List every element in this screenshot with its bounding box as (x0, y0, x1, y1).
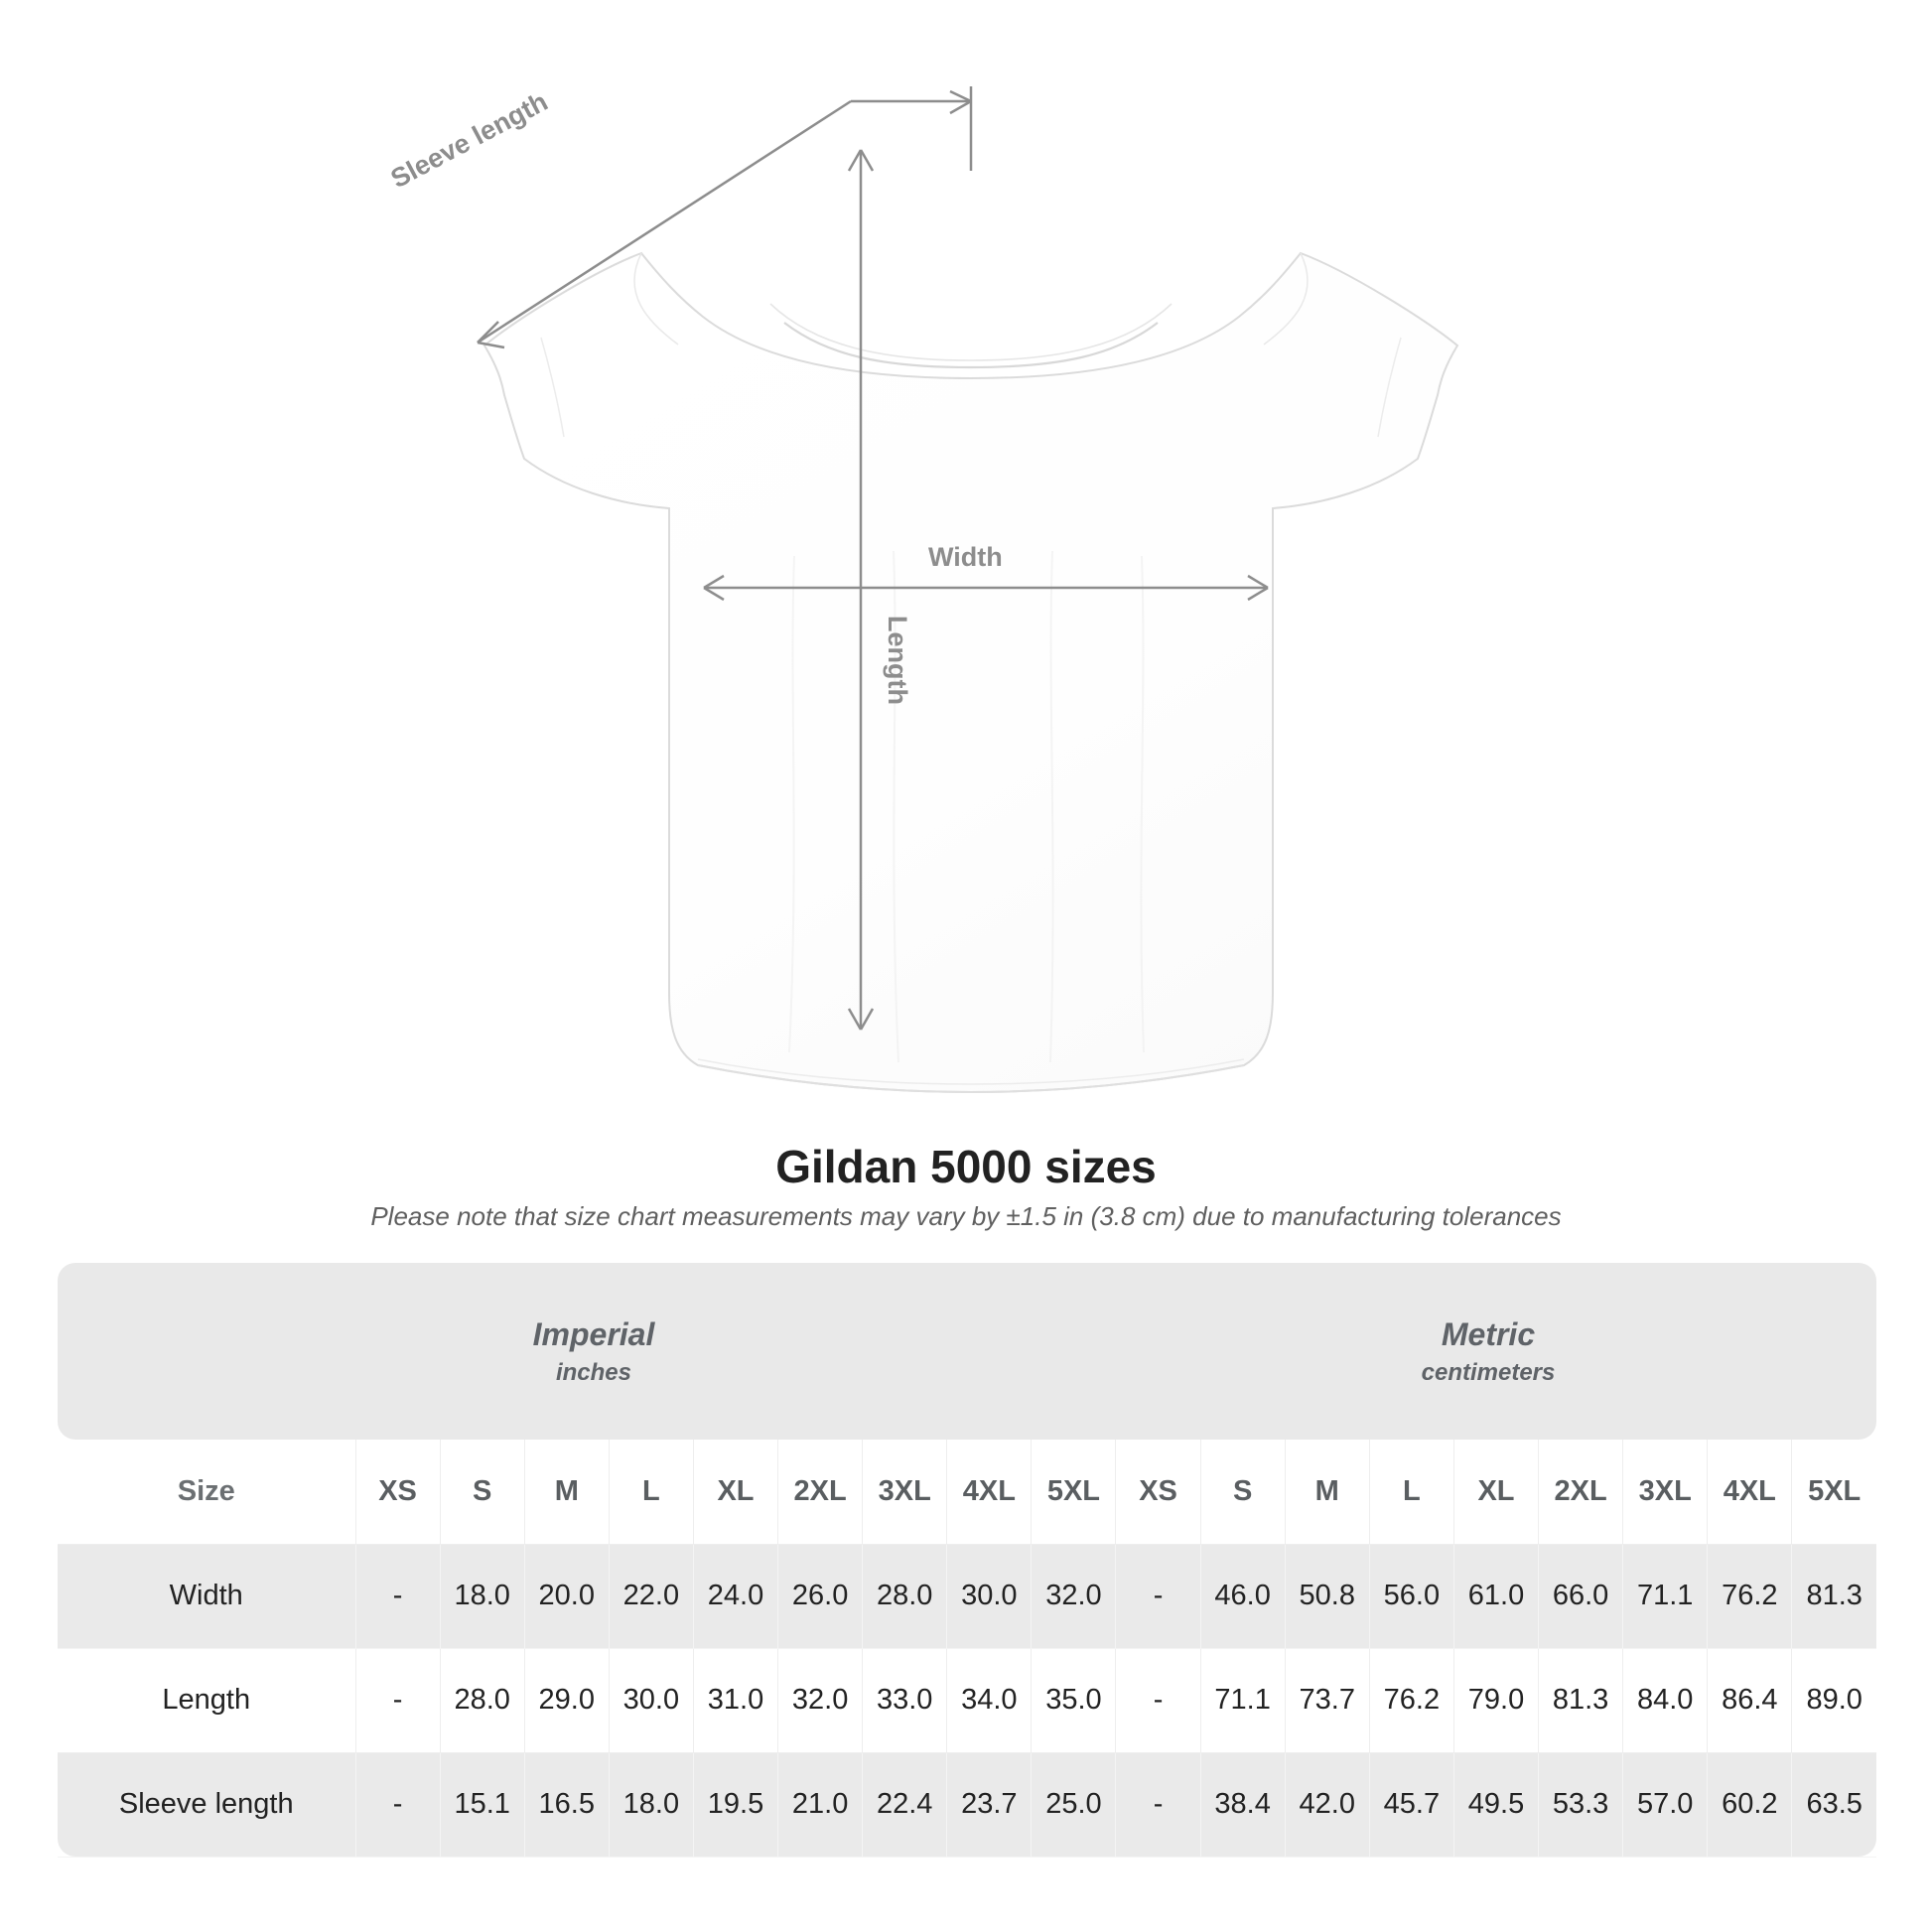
svg-text:Width: Width (928, 542, 1003, 572)
svg-text:Sleeve length: Sleeve length (386, 86, 553, 194)
svg-text:Length: Length (883, 616, 912, 705)
